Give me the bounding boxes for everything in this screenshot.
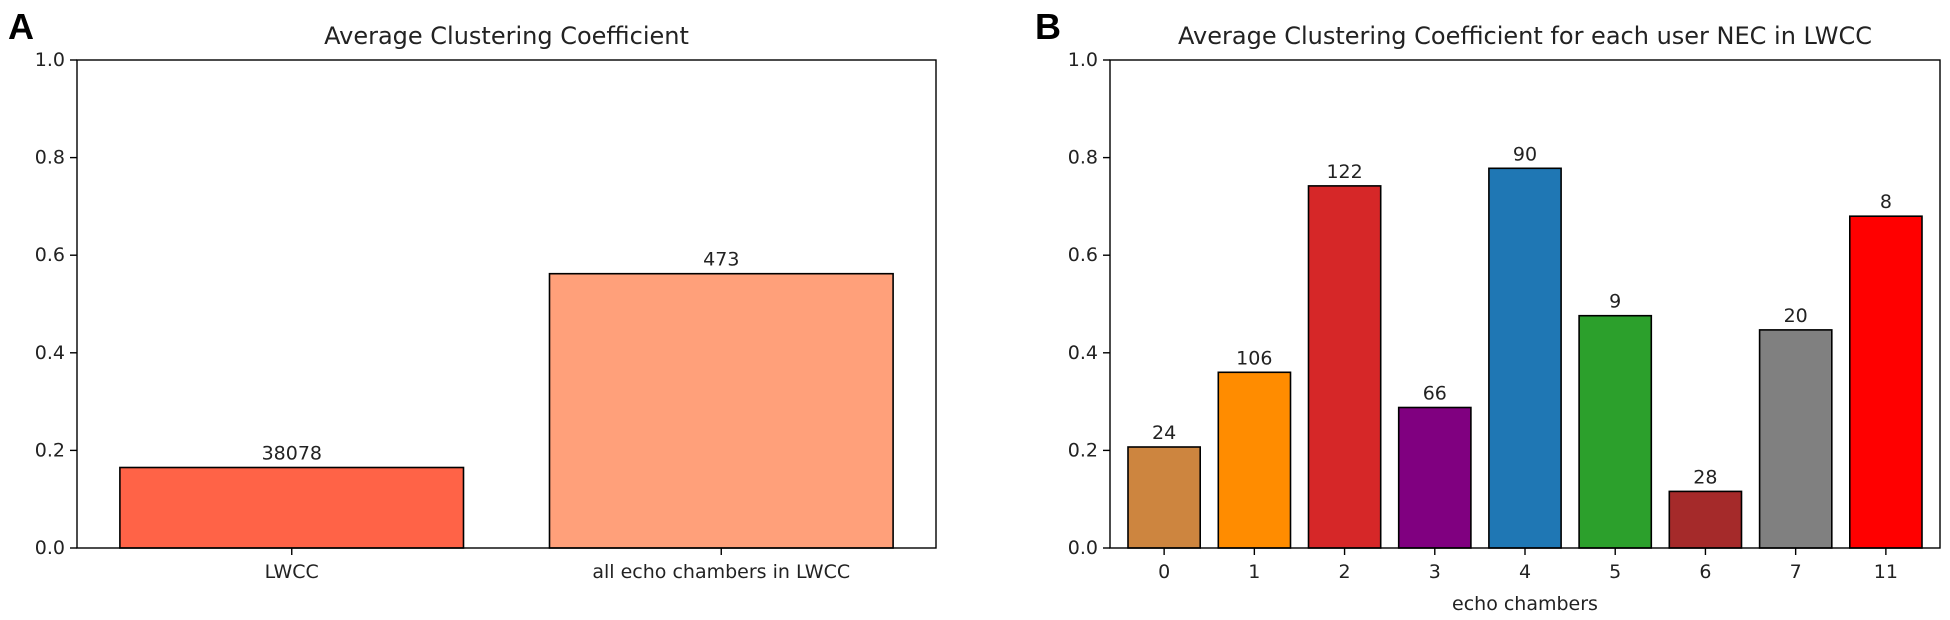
x-tick-label: 1	[1248, 561, 1260, 583]
chart-b: 24 106 122 66 90 9 28 20 8 0.0 0.2 0.4 0.6 0.8 1.0 0 1 2 3…	[1068, 22, 1941, 615]
x-tick-label: 5	[1609, 561, 1621, 583]
x-tick-label: 2	[1339, 561, 1351, 583]
y-tick-label: 0.0	[1068, 537, 1098, 559]
bar-label: 90	[1513, 143, 1537, 165]
y-tick-label: 0.2	[35, 439, 65, 461]
x-tick-label: 7	[1790, 561, 1802, 583]
bar-label: 8	[1880, 191, 1892, 213]
plot-frame	[76, 59, 937, 549]
x-tick-label: 3	[1429, 561, 1441, 583]
x-tick-label: 11	[1874, 561, 1898, 583]
bar-11	[1849, 215, 1923, 549]
chart-a: 38078 473 0.0 0.2 0.4 0.6 0.8 1.0 LWCC all echo c…	[35, 22, 937, 583]
bar-2	[1307, 185, 1382, 549]
bar-5	[1578, 314, 1653, 549]
bar-label: 28	[1693, 466, 1717, 488]
x-tick-label: LWCC	[265, 561, 319, 583]
bar-7	[1758, 329, 1833, 549]
bar-4	[1488, 167, 1562, 549]
y-tick-label: 0.0	[35, 537, 65, 559]
bar-0	[1127, 446, 1201, 549]
y-tick-label: 0.8	[1068, 147, 1098, 169]
bar-label: 473	[703, 249, 739, 271]
bar-label: 20	[1784, 305, 1808, 327]
bar-label: 24	[1152, 422, 1176, 444]
bar-label: 38078	[262, 443, 322, 465]
bar-label: 66	[1423, 383, 1447, 405]
bar-6	[1668, 490, 1743, 549]
y-tick-label: 0.4	[35, 342, 65, 364]
y-tick-label: 0.2	[1068, 439, 1098, 461]
x-tick-label: 6	[1699, 561, 1711, 583]
bar-1	[1217, 371, 1292, 549]
bar-label: 9	[1609, 291, 1621, 313]
panel-letter-a: A	[8, 6, 34, 47]
y-tick-label: 0.8	[35, 147, 65, 169]
x-axis-label: echo chambers	[1452, 593, 1598, 615]
x-tick-label: all echo chambers in LWCC	[592, 561, 850, 583]
x-tick-label: 4	[1519, 561, 1531, 583]
panel-letter-b: B	[1035, 6, 1061, 47]
y-tick-label: 0.4	[1068, 342, 1098, 364]
bar-3	[1397, 406, 1472, 549]
chart-title: Average Clustering Coefficient	[324, 22, 689, 50]
y-tick-label: 0.6	[35, 244, 65, 266]
bar-all-echo-chambers-in-lwcc	[548, 272, 894, 549]
y-tick-label: 1.0	[1068, 49, 1098, 71]
y-tick-label: 0.6	[1068, 244, 1098, 266]
bar-label: 122	[1326, 161, 1362, 183]
bar-lwcc	[119, 466, 465, 549]
y-tick-label: 1.0	[35, 49, 65, 71]
bar-label: 106	[1236, 347, 1272, 369]
x-tick-label: 0	[1158, 561, 1170, 583]
chart-title: Average Clustering Coefficient for each …	[1178, 22, 1872, 50]
